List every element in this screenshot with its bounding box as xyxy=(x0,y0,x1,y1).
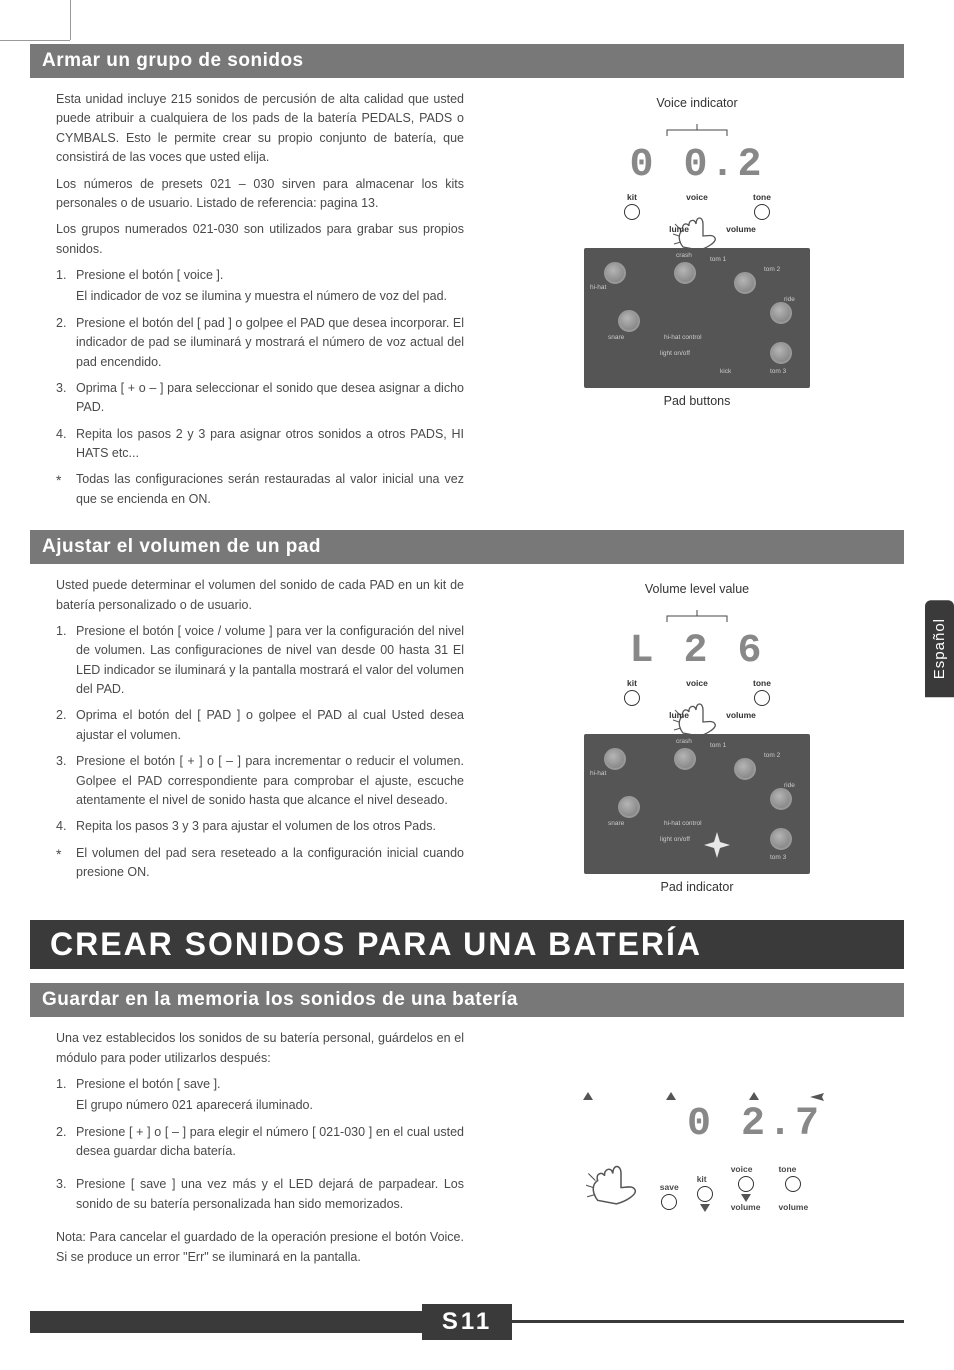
list-item: 3.Presione [ save ] una vez más y el LED… xyxy=(56,1175,464,1214)
list-item: 3.Presione el botón [ + ] o [ – ] para i… xyxy=(56,752,464,810)
pad-buttons-label: Pad buttons xyxy=(664,394,731,408)
page-footer: S11 xyxy=(30,1304,904,1340)
list-item: 4.Repita los pasos 3 y 3 para ajustar el… xyxy=(56,817,464,836)
section-2-text: Usted puede determinar el volumen del so… xyxy=(30,576,464,900)
section-title-3: Guardar en la memoria los sonidos de una… xyxy=(30,983,904,1017)
list-item: 1.Presione el botón [ voice ]. xyxy=(56,266,464,285)
main-title: CREAR SONIDOS PARA UNA BATERÍA xyxy=(30,920,904,969)
list-item: 4.Repita los pasos 2 y 3 para asignar ot… xyxy=(56,425,464,464)
voice-display: 0 0.2 xyxy=(607,143,787,188)
pad-indicator-diagram: crash hi-hat tom 1 tom 2 ride snare hi-h… xyxy=(584,734,810,874)
list-item: 2.Presione el botón del [ pad ] o golpee… xyxy=(56,314,464,372)
list-item: 3.Oprima [ + o – ] para seleccionar el s… xyxy=(56,379,464,418)
volume-display: L 2 6 xyxy=(607,629,787,674)
section-3-figure: 0 2.7 save kit voicevolume tonevolume xyxy=(490,1029,904,1274)
save-display: 0 2.7 xyxy=(562,1102,832,1147)
section-title-1: Armar un grupo de sonidos xyxy=(30,44,904,78)
section-1-figures: Voice indicator 0 0.2 kit voice tone lum… xyxy=(490,90,904,516)
section-1-text: Esta unidad incluye 215 sonidos de percu… xyxy=(30,90,464,516)
language-tab: Español xyxy=(925,600,954,697)
voice-indicator-label: Voice indicator xyxy=(656,96,737,110)
pad-buttons-diagram: crash hi-hat tom 1 tom 2 ride snare hi-h… xyxy=(584,248,810,388)
section-2-figures: Volume level value L 2 6 kit voice tone … xyxy=(490,576,904,900)
hand-icon xyxy=(586,1147,642,1207)
section-3-text: Una vez establecidos los sonidos de su b… xyxy=(30,1029,464,1274)
list-item: 1.Presione el botón [ voice / volume ] p… xyxy=(56,622,464,700)
page-number: S11 xyxy=(422,1304,512,1340)
pad-indicator-label: Pad indicator xyxy=(661,880,734,894)
volume-level-label: Volume level value xyxy=(645,582,749,596)
section-title-2: Ajustar el volumen de un pad xyxy=(30,530,904,564)
list-item: 2.Presione [ + ] o [ – ] para elegir el … xyxy=(56,1123,464,1162)
list-item: 1.Presione el botón [ save ]. xyxy=(56,1075,464,1094)
list-item: 2.Oprima el botón del [ PAD ] o golpee e… xyxy=(56,706,464,745)
